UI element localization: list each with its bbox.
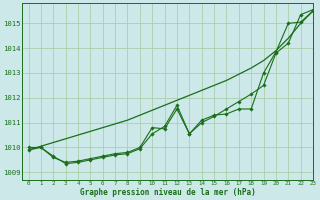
- X-axis label: Graphe pression niveau de la mer (hPa): Graphe pression niveau de la mer (hPa): [80, 188, 256, 197]
